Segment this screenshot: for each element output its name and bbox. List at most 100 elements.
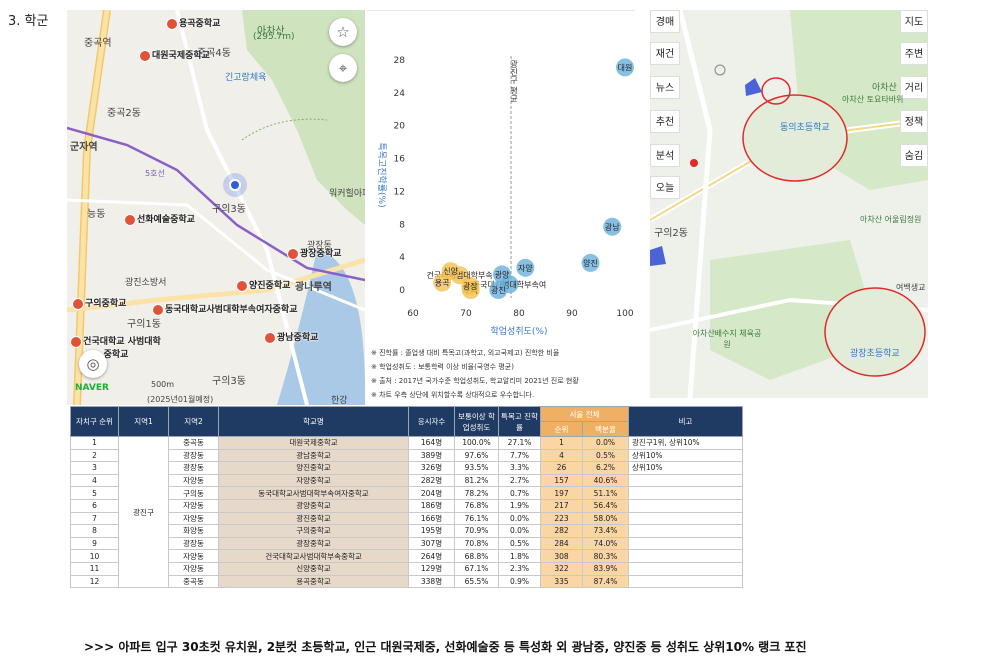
map-label-subway: 광나루역 bbox=[295, 282, 332, 293]
cell-seoul-rank: 197 bbox=[540, 486, 583, 500]
school-marker[interactable]: 건국대학교 사범대학 중학교 bbox=[71, 334, 161, 360]
map-label-mountain: 아차산 bbox=[257, 26, 285, 37]
school-marker[interactable]: 양진중학교 bbox=[237, 278, 290, 291]
data-point bbox=[581, 253, 600, 272]
cell-seoul-pct: 0.0% bbox=[581, 436, 630, 450]
school-pin-icon bbox=[73, 298, 83, 309]
map-label-line: 5호선 bbox=[145, 169, 165, 178]
current-location-icon[interactable]: ◎ bbox=[79, 350, 107, 378]
map-menu-rebuild[interactable]: 재건 bbox=[650, 42, 680, 65]
cell-school: 신양중학교 bbox=[218, 561, 409, 576]
reference-label: 광진구 평균 bbox=[509, 59, 518, 103]
header-seoul: 서울 전체 bbox=[539, 406, 630, 422]
header-region1: 지역1 bbox=[118, 406, 169, 437]
cell-special-rate: 0.9% bbox=[498, 574, 541, 589]
cell-school: 광진중학교 bbox=[218, 511, 409, 526]
cell-school: 구의중학교 bbox=[218, 524, 409, 538]
cell-seoul-rank: 282 bbox=[540, 524, 583, 538]
cell-special-rate: 27.1% bbox=[498, 436, 541, 450]
cell-rank: 11 bbox=[70, 561, 119, 576]
cell-note bbox=[628, 486, 744, 500]
section-heading: 3. 학군 bbox=[8, 14, 49, 29]
chart-note: ※ 진학률 : 졸업생 대비 특목고(과학고, 외고국제고) 진학한 비율 bbox=[371, 349, 560, 357]
point-label: 광장 bbox=[463, 281, 478, 291]
school-marker[interactable]: 대원국제중학교 bbox=[140, 48, 210, 61]
nearby-schools-map[interactable]: 경매 재건 뉴스 추천 분석 오늘 지도 주변 거리 정책 숨김 동의초등학교 … bbox=[650, 10, 928, 398]
cell-note bbox=[628, 473, 744, 488]
cell-seoul-rank: 1 bbox=[540, 436, 583, 450]
cell-school: 건국대학교사범대학부속중학교 bbox=[218, 549, 409, 563]
map-label-subway: 군자역 bbox=[70, 142, 98, 153]
cell-seoul-rank: 217 bbox=[540, 498, 583, 513]
school-district-map[interactable]: 중곡역 중곡4동 아차산 (295.7m) 긴고랑체육 중곡2동 군자역 5호선… bbox=[67, 10, 365, 405]
map2-park-label: 아차산 토요타바위 bbox=[842, 95, 904, 104]
cell-students: 264명 bbox=[408, 549, 455, 563]
school-marker[interactable]: 광장중학교 bbox=[288, 246, 341, 259]
cell-students: 307명 bbox=[408, 536, 455, 551]
location-pin-icon[interactable]: ⌖ bbox=[329, 54, 357, 82]
point-label: 대원 bbox=[618, 63, 633, 72]
map-scale: 500m bbox=[151, 380, 175, 389]
cell-region2: 자양동 bbox=[168, 473, 219, 488]
map2-facility-label: 아차산배수지 체육공원 bbox=[692, 329, 762, 349]
x-tick-label: 90 bbox=[566, 309, 578, 319]
cell-seoul-rank: 26 bbox=[540, 461, 583, 475]
map-menu-map[interactable]: 지도 bbox=[900, 10, 928, 33]
school-marker[interactable]: 선화예술중학교 bbox=[125, 212, 195, 225]
school-marker[interactable]: 용곡중학교 bbox=[167, 16, 220, 29]
cell-seoul-rank: 223 bbox=[540, 511, 583, 526]
y-tick-label: 16 bbox=[394, 155, 406, 165]
chart-note: ※ 학업성취도 : 보통학력 이상 비율(국영수 평균) bbox=[371, 363, 514, 371]
favorite-star-icon[interactable]: ☆ bbox=[329, 18, 357, 46]
map-menu-hide[interactable]: 숨김 bbox=[900, 144, 928, 167]
table-row: 1 광진구 중곡동 대원국제중학교 164명 100.0% 27.1% 1 0.0% 광진구1위,… bbox=[70, 435, 744, 589]
header-special-rate: 특목고 진학률 bbox=[498, 406, 541, 437]
cell-seoul-rank: 308 bbox=[540, 549, 583, 563]
map-menu-analysis[interactable]: 분석 bbox=[650, 144, 680, 167]
map-menu-auction[interactable]: 경매 bbox=[650, 10, 680, 33]
cell-special-rate: 3.3% bbox=[498, 461, 541, 475]
map-menu-news[interactable]: 뉴스 bbox=[650, 76, 680, 99]
cell-rank: 6 bbox=[70, 498, 119, 513]
header-students: 응시자수 bbox=[408, 406, 455, 437]
cell-region2: 자양동 bbox=[168, 561, 219, 576]
cell-seoul-pct: 51.1% bbox=[581, 486, 630, 500]
cell-seoul-pct: 0.5% bbox=[581, 448, 630, 463]
cell-students: 186명 bbox=[408, 498, 455, 513]
chart-note: ※ 출처 : 2017년 국가수준 학업성취도, 학교알리미 2021년 진로 … bbox=[371, 377, 579, 385]
school-marker[interactable]: 동국대학교사범대학부속여자중학교 bbox=[153, 302, 297, 315]
school-pin-icon bbox=[71, 336, 82, 347]
header-achievement: 보통이상 학업성취도 bbox=[454, 406, 499, 437]
map-label-area: 중곡2동 bbox=[107, 108, 141, 119]
school-pin-icon bbox=[288, 248, 298, 259]
map-menu-distance[interactable]: 거리 bbox=[900, 76, 928, 99]
header-note: 비고 bbox=[628, 406, 744, 437]
cell-school: 광남중학교 bbox=[218, 448, 409, 463]
table-row: 6 자양동 광양중학교 186명 76.8% 1.9% 217 56.4% bbox=[70, 498, 744, 513]
header-rank: 자치구 순위 bbox=[70, 406, 119, 437]
table-row: 7 자양동 광진중학교 166명 76.1% 0.0% 223 58.0% bbox=[70, 511, 744, 526]
cell-rank: 10 bbox=[70, 549, 119, 563]
cell-school: 용곡중학교 bbox=[218, 574, 409, 589]
cell-note: 광진구1위, 상위10% bbox=[628, 436, 744, 450]
map-menu-policy[interactable]: 정책 bbox=[900, 110, 928, 133]
school-marker[interactable]: 광남중학교 bbox=[265, 330, 318, 343]
summary-footer: >>> 아파트 입구 30초컷 유치원, 2분컷 초등학교, 인근 대원국제중,… bbox=[84, 640, 807, 654]
y-tick-label: 8 bbox=[399, 220, 405, 230]
header-region2: 지역2 bbox=[168, 406, 219, 437]
cell-seoul-pct: 6.2% bbox=[581, 461, 630, 475]
map-menu-today[interactable]: 오늘 bbox=[650, 176, 680, 199]
cell-rank: 7 bbox=[70, 511, 119, 526]
point-label: 광양 bbox=[495, 269, 510, 279]
cell-school: 양진중학교 bbox=[218, 461, 409, 475]
cell-achievement: 81.2% bbox=[454, 473, 499, 488]
cell-rank: 3 bbox=[70, 461, 119, 475]
map-menu-nearby[interactable]: 주변 bbox=[900, 42, 928, 65]
map-menu-recommend[interactable]: 추천 bbox=[650, 110, 680, 133]
school-marker[interactable]: 구의중학교 bbox=[73, 296, 126, 309]
cell-school: 자양중학교 bbox=[218, 473, 409, 488]
map2-area-label: 구의2동 bbox=[654, 228, 688, 239]
y-tick-label: 0 bbox=[399, 286, 405, 296]
cell-achievement: 65.5% bbox=[454, 574, 499, 589]
map2-background bbox=[650, 10, 928, 398]
